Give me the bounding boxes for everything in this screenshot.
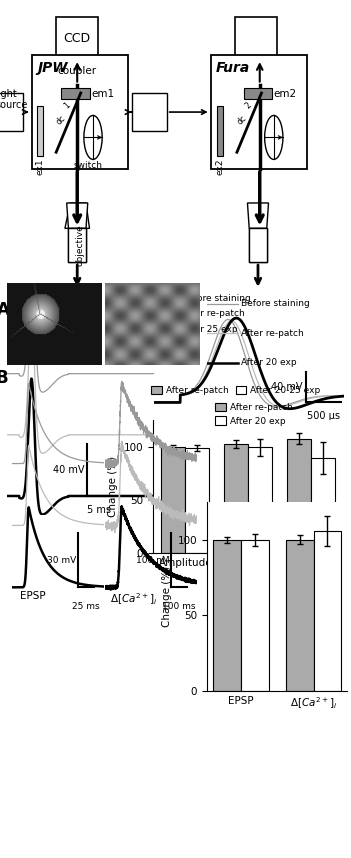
Text: After 20 exp: After 20 exp — [241, 359, 296, 367]
Bar — [249, 447, 272, 553]
Text: Fura: Fura — [216, 61, 250, 76]
Polygon shape — [247, 203, 269, 228]
Text: em1: em1 — [91, 89, 114, 99]
Bar — [161, 447, 185, 553]
Text: 5 ms: 5 ms — [87, 505, 111, 516]
Text: ex1: ex1 — [35, 159, 45, 175]
Text: CCD: CCD — [64, 32, 91, 45]
Bar — [311, 457, 335, 553]
Bar — [213, 540, 241, 691]
Bar — [241, 540, 269, 691]
Text: Before staining: Before staining — [241, 299, 310, 308]
Text: dc: dc — [55, 114, 68, 127]
Text: 40 mV: 40 mV — [271, 383, 303, 392]
Text: light
source: light source — [0, 89, 28, 110]
Legend: After re-patch, After 20-25 exp: After re-patch, After 20-25 exp — [148, 383, 324, 399]
FancyBboxPatch shape — [249, 228, 267, 263]
Text: objective: objective — [75, 225, 84, 266]
FancyBboxPatch shape — [211, 55, 307, 169]
Polygon shape — [65, 203, 90, 228]
Text: 1: 1 — [63, 101, 72, 111]
Text: 100 ms: 100 ms — [163, 602, 196, 611]
Text: 30 mV: 30 mV — [47, 555, 76, 565]
Text: switch: switch — [73, 160, 102, 170]
Bar — [287, 438, 311, 553]
FancyBboxPatch shape — [56, 17, 98, 59]
FancyBboxPatch shape — [37, 106, 43, 156]
Bar — [313, 530, 341, 691]
Y-axis label: Change (%): Change (%) — [108, 456, 118, 517]
Bar — [224, 444, 249, 553]
FancyBboxPatch shape — [68, 228, 86, 263]
Text: JPW: JPW — [37, 61, 67, 76]
Bar — [286, 540, 313, 691]
Text: em2: em2 — [274, 89, 297, 99]
Polygon shape — [68, 228, 86, 263]
Text: coupler: coupler — [58, 65, 97, 76]
Circle shape — [84, 116, 102, 160]
Text: $\Delta[Ca^{2+}]_i$: $\Delta[Ca^{2+}]_i$ — [110, 591, 157, 607]
Text: After re-patch: After re-patch — [182, 310, 245, 318]
Text: ex2: ex2 — [215, 159, 224, 175]
Text: A: A — [0, 300, 10, 318]
FancyBboxPatch shape — [235, 17, 277, 59]
Text: 100 nM: 100 nM — [135, 555, 169, 565]
Text: After re-patch: After re-patch — [241, 329, 304, 338]
Text: EPSP: EPSP — [20, 591, 45, 601]
Text: 25 ms: 25 ms — [72, 602, 100, 611]
FancyBboxPatch shape — [61, 88, 90, 100]
FancyBboxPatch shape — [244, 88, 272, 100]
Text: 2: 2 — [244, 101, 253, 111]
Legend: After re-patch, After 20 exp: After re-patch, After 20 exp — [212, 399, 296, 429]
Text: dc: dc — [236, 114, 249, 127]
FancyBboxPatch shape — [0, 93, 23, 131]
Text: Before staining: Before staining — [182, 294, 251, 303]
Polygon shape — [249, 228, 267, 263]
FancyBboxPatch shape — [32, 55, 128, 169]
Polygon shape — [67, 203, 88, 228]
Text: 500 μs: 500 μs — [307, 411, 340, 420]
Circle shape — [265, 116, 283, 160]
Text: 40 mV: 40 mV — [53, 465, 84, 475]
FancyBboxPatch shape — [217, 106, 223, 156]
Y-axis label: Change (%): Change (%) — [162, 565, 172, 627]
Bar — [185, 448, 209, 553]
Text: After 25 exp: After 25 exp — [182, 324, 238, 334]
Text: B: B — [0, 369, 8, 387]
FancyBboxPatch shape — [132, 93, 167, 131]
